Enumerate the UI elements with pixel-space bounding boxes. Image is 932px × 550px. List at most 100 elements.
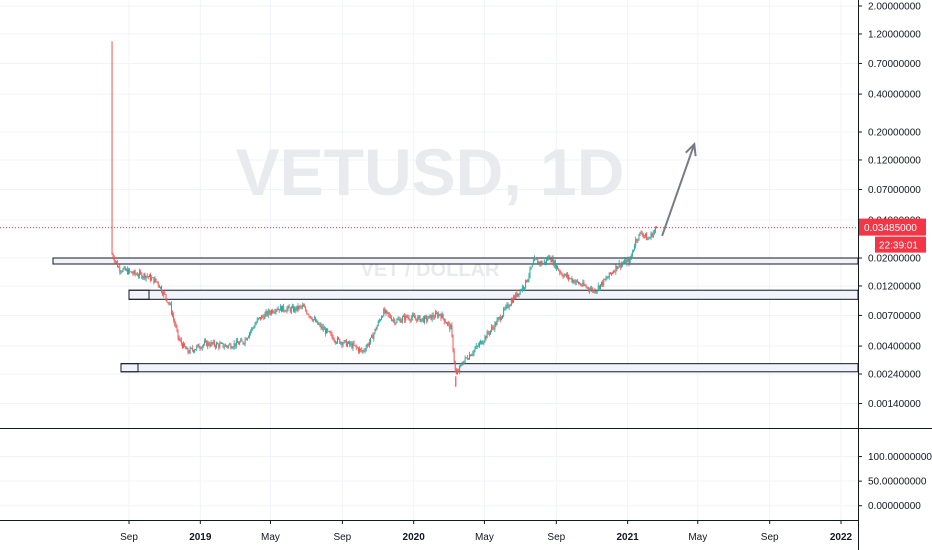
candle-body (404, 315, 406, 321)
candle-body (459, 365, 461, 372)
candle-body (601, 281, 602, 285)
candle-body (139, 271, 140, 276)
candle-body (625, 260, 627, 265)
support-resistance-zone[interactable] (120, 363, 859, 373)
candle-body (565, 273, 567, 277)
candle-body (505, 306, 507, 309)
candle-body (219, 343, 221, 348)
candle-body (253, 327, 255, 329)
candle-body (395, 322, 397, 324)
candle-body (277, 308, 279, 310)
candle-body (432, 315, 434, 318)
candle-body (466, 357, 468, 360)
support-resistance-zone[interactable] (128, 289, 859, 300)
candle-body (275, 309, 277, 312)
candle-body (334, 340, 336, 343)
candle-body (393, 319, 395, 321)
candle-body (222, 343, 224, 348)
candle-body (409, 319, 411, 321)
candle-body (290, 307, 292, 312)
candle-body (623, 263, 624, 264)
candle-body (476, 345, 478, 347)
candle-body (157, 282, 159, 286)
candle-body (642, 235, 644, 236)
candle-body (607, 277, 609, 279)
candle-body (279, 306, 281, 311)
candle-body (254, 324, 256, 328)
lower-tick-label: 50.00000000 (868, 477, 927, 488)
candle-body (431, 315, 433, 320)
candle-body (224, 345, 226, 347)
candle-body (348, 341, 349, 344)
candle-body (445, 322, 447, 324)
candle-body (406, 315, 408, 318)
candle-body (587, 287, 589, 290)
time-tick-label: May (688, 532, 707, 543)
candle-body (614, 271, 616, 273)
candle-body (581, 285, 583, 287)
support-resistance-zone[interactable] (52, 257, 859, 265)
candle-body (383, 309, 385, 317)
candle-body (304, 306, 305, 308)
candle-body (500, 318, 502, 320)
candle-body (639, 232, 641, 234)
candle-body (492, 327, 494, 328)
candle-body (478, 342, 480, 346)
candle-body (331, 333, 333, 337)
candle-body (134, 270, 136, 274)
candle-body (465, 357, 467, 359)
candle-body (550, 259, 552, 262)
candle-body (522, 286, 524, 289)
candle-body (626, 260, 628, 265)
candle-body (434, 312, 436, 318)
candle-body (538, 261, 540, 264)
candle-body (420, 318, 422, 322)
candle-body (370, 337, 371, 342)
candle-body (278, 308, 280, 311)
candle-body (218, 344, 220, 348)
candle-body (444, 322, 446, 323)
candle-body (426, 316, 428, 321)
candle-body (368, 341, 370, 346)
projection-arrow[interactable] (661, 143, 696, 237)
price-axis-background (859, 0, 932, 550)
candle-body (452, 335, 454, 351)
candle-body (510, 300, 512, 305)
arrow-layer[interactable] (661, 142, 697, 237)
projection-arrow-head (685, 142, 697, 157)
lower-tick-label: 0.00000000 (868, 501, 921, 512)
candle-body (216, 343, 217, 348)
candle-body (561, 273, 563, 276)
candle-body (252, 327, 254, 329)
candle-body (315, 318, 316, 322)
candle-body (359, 348, 360, 352)
candle-body (653, 230, 655, 233)
time-tick-label: Sep (120, 532, 138, 543)
candle-body (150, 274, 151, 281)
candle-body (396, 319, 398, 323)
candle-body (624, 260, 626, 264)
candle-body (178, 337, 180, 340)
candle-body (634, 246, 635, 250)
candle-body (394, 319, 396, 324)
candle-body (403, 315, 404, 318)
candle-body (317, 320, 319, 325)
candle-body (194, 350, 195, 352)
countdown-badge-label: 22:39:01 (879, 241, 918, 252)
candle-body (257, 317, 259, 320)
candle-body (517, 293, 519, 297)
candle-body (436, 312, 437, 314)
candle-body (324, 328, 326, 334)
candle-body (647, 238, 649, 241)
candle-body (590, 289, 591, 291)
candle-body (327, 328, 329, 332)
candle-body (541, 261, 543, 265)
candle-body (247, 336, 249, 338)
candle-body (355, 345, 357, 348)
candle-body (343, 340, 345, 344)
candle-body (488, 333, 490, 335)
candle-body (585, 285, 587, 288)
candle-body (386, 310, 388, 312)
